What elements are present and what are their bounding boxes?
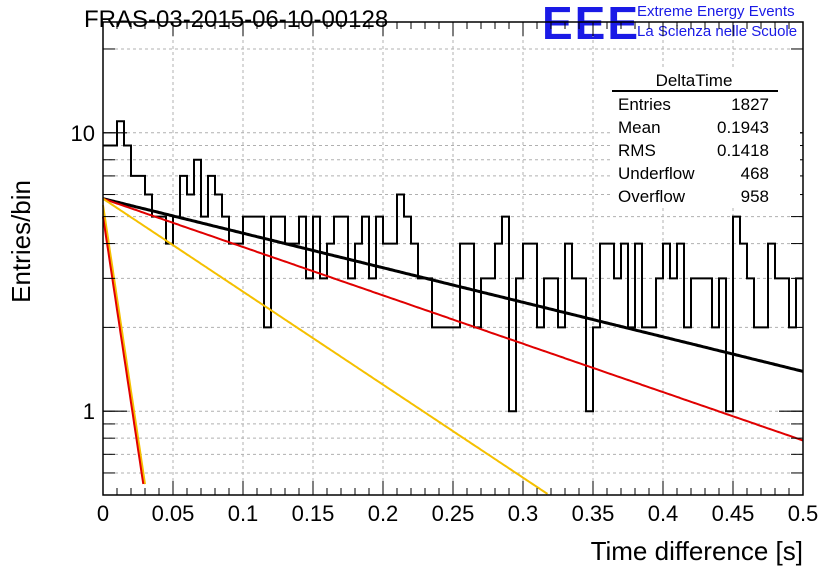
stats-title: DeltaTime <box>656 71 733 90</box>
fit-curve-0 <box>102 197 804 373</box>
page-title: FRAS-03-2015-06-10-00128 <box>84 6 389 33</box>
x-tick-label: 0.1 <box>228 501 259 526</box>
x-tick-label: 0.5 <box>788 501 819 526</box>
stats-row-label: Overflow <box>618 187 686 206</box>
y-tick-labels: 1 10 <box>71 121 95 424</box>
x-tick-label: 0.05 <box>152 501 195 526</box>
stats-row-label: RMS <box>618 141 656 160</box>
y-tick-label: 1 <box>83 399 95 424</box>
stats-row-label: Underflow <box>618 164 695 183</box>
stats-row-label: Entries <box>618 95 671 114</box>
x-tick-label: 0.45 <box>712 501 755 526</box>
stats-row-value: 1827 <box>731 95 769 114</box>
fit-curves <box>102 197 804 495</box>
y-axis-label: Entries/bin <box>6 180 36 303</box>
stats-box: DeltaTime Entries 1827 Mean 0.1943 RMS 0.1418… <box>610 68 800 208</box>
eee-logo: EEE <box>542 0 641 49</box>
stats-row-label: Mean <box>618 118 661 137</box>
histogram-bins <box>103 120 803 413</box>
x-tick-label: 0.25 <box>432 501 475 526</box>
x-tick-labels: 0 0.05 0.1 0.15 0.2 0.25 0.3 0.35 0.4 0.45 0.5 <box>97 501 818 526</box>
logo-subtitle-line1: Extreme Energy Events <box>637 3 795 20</box>
x-tick-label: 0.2 <box>368 501 399 526</box>
fit-curve-1 <box>102 197 804 442</box>
stats-row-value: 468 <box>741 164 769 183</box>
x-tick-label: 0 <box>97 501 109 526</box>
y-tick-label: 10 <box>71 121 95 146</box>
x-tick-label: 0.4 <box>648 501 679 526</box>
fit-curve-2 <box>102 197 549 495</box>
x-tick-label: 0.35 <box>572 501 615 526</box>
stats-row-value: 0.1418 <box>717 141 769 160</box>
plot-frame <box>102 21 804 496</box>
x-tick-label: 0.3 <box>508 501 539 526</box>
stats-row-value: 958 <box>741 187 769 206</box>
x-tick-label: 0.15 <box>292 501 335 526</box>
fit-curve-3 <box>102 204 146 485</box>
stats-row-value: 0.1943 <box>717 118 769 137</box>
x-axis-label: Time difference [s] <box>591 536 803 566</box>
histogram-outline <box>103 120 803 413</box>
fit-curve-4 <box>102 216 145 485</box>
